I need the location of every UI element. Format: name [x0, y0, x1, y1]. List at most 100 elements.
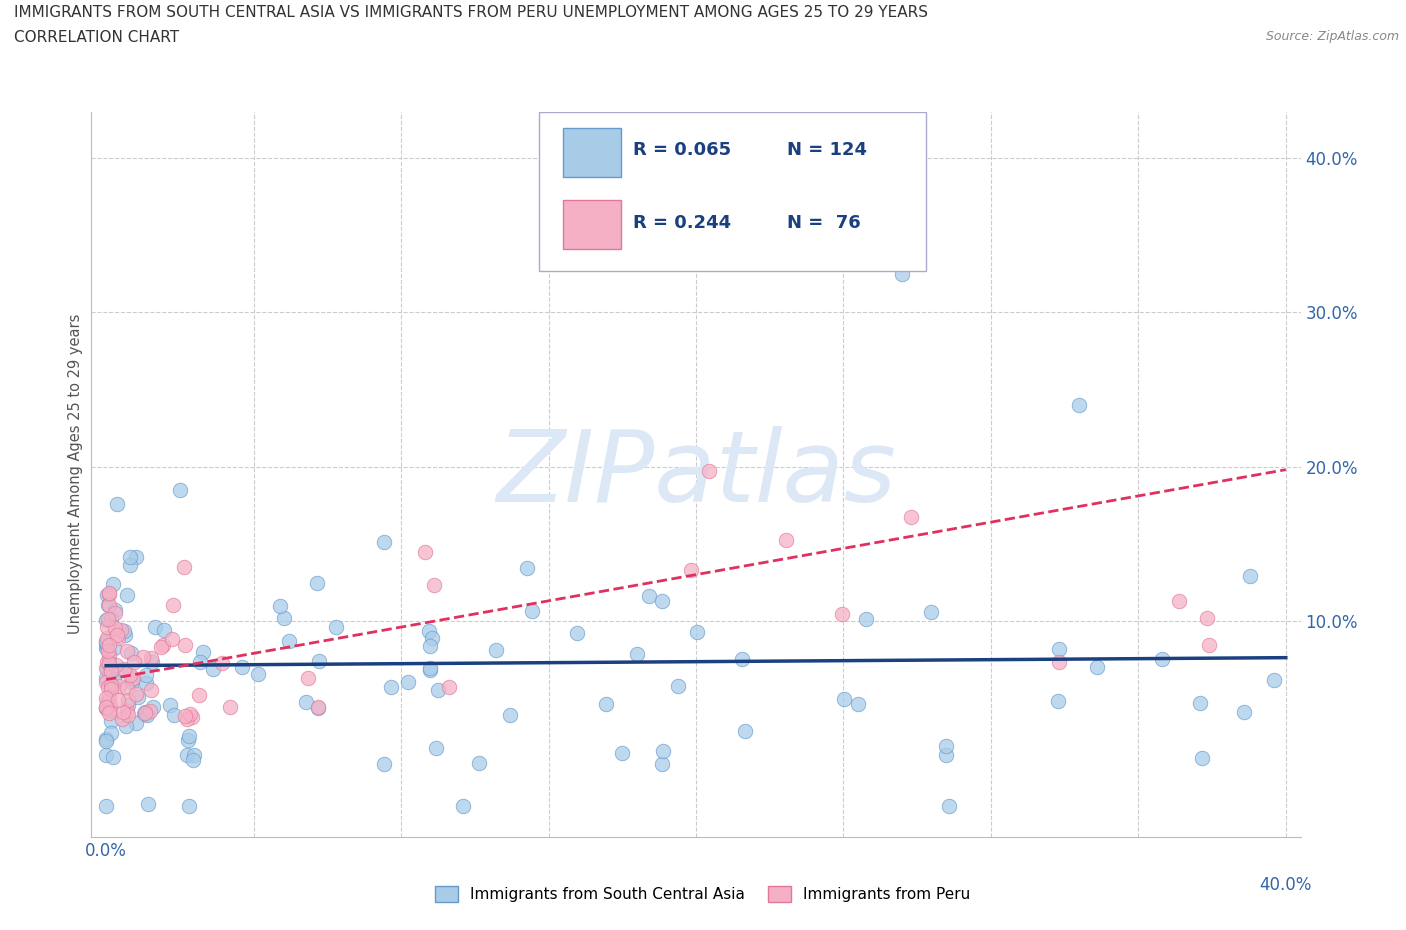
Point — [117, 708, 139, 723]
Point — [142, 699, 165, 714]
Point — [1188, 696, 1211, 711]
Point — [101, 750, 124, 764]
Point — [179, 706, 201, 721]
Point — [307, 699, 329, 714]
FancyBboxPatch shape — [538, 112, 925, 272]
Point — [135, 675, 157, 690]
Point — [103, 672, 125, 687]
Point — [638, 589, 661, 604]
Point — [176, 712, 198, 727]
Point — [451, 799, 474, 814]
Point — [117, 681, 139, 696]
Point — [610, 746, 633, 761]
Point — [96, 700, 118, 715]
Point — [94, 731, 117, 746]
Point — [179, 799, 201, 814]
Point — [422, 577, 444, 591]
Point — [96, 700, 118, 715]
Point — [1069, 397, 1091, 412]
Point — [1195, 610, 1218, 625]
Text: ZIPatlas: ZIPatlas — [496, 426, 896, 523]
Point — [891, 266, 914, 281]
Point — [124, 686, 146, 701]
Point — [181, 710, 204, 724]
Point — [153, 622, 176, 637]
Text: IMMIGRANTS FROM SOUTH CENTRAL ASIA VS IMMIGRANTS FROM PERU UNEMPLOYMENT AMONG AG: IMMIGRANTS FROM SOUTH CENTRAL ASIA VS IM… — [14, 5, 928, 20]
Y-axis label: Unemployment Among Ages 25 to 29 years: Unemployment Among Ages 25 to 29 years — [67, 314, 83, 634]
Point — [231, 659, 253, 674]
Point — [132, 650, 155, 665]
Point — [187, 688, 209, 703]
Point — [191, 644, 214, 659]
Point — [1233, 705, 1256, 720]
Point — [112, 623, 135, 638]
Point — [107, 631, 129, 645]
Point — [139, 683, 162, 698]
Point — [420, 631, 443, 645]
Point — [935, 738, 957, 753]
Point — [121, 671, 143, 686]
Point — [307, 576, 329, 591]
Point — [97, 690, 120, 705]
Point — [125, 715, 148, 730]
Point — [396, 675, 419, 690]
Point — [136, 708, 159, 723]
Point — [325, 619, 347, 634]
Point — [295, 695, 318, 710]
Point — [117, 692, 139, 707]
Point — [516, 561, 538, 576]
Point — [96, 631, 118, 646]
Point — [139, 703, 162, 718]
Point — [1198, 638, 1220, 653]
Text: 40.0%: 40.0% — [1260, 875, 1312, 894]
Point — [96, 612, 118, 627]
Point — [1150, 652, 1173, 667]
Point — [174, 638, 197, 653]
Point — [101, 679, 124, 694]
Point — [96, 619, 118, 634]
Point — [97, 597, 120, 612]
Point — [425, 740, 447, 755]
Point — [831, 606, 853, 621]
Point — [100, 725, 122, 740]
Point — [1047, 642, 1070, 657]
Legend: Immigrants from South Central Asia, Immigrants from Peru: Immigrants from South Central Asia, Immi… — [429, 880, 977, 909]
Point — [97, 611, 120, 626]
Point — [100, 677, 122, 692]
Point — [96, 674, 118, 689]
Point — [115, 718, 138, 733]
Point — [437, 679, 460, 694]
Point — [117, 703, 139, 718]
Point — [138, 796, 160, 811]
Point — [94, 699, 117, 714]
Point — [103, 605, 125, 620]
Point — [118, 550, 141, 565]
Point — [98, 637, 121, 652]
Point — [98, 585, 121, 600]
Point — [104, 603, 127, 618]
Point — [651, 756, 673, 771]
Point — [775, 533, 797, 548]
Point — [97, 598, 120, 613]
Point — [100, 663, 122, 678]
Point — [118, 557, 141, 572]
Point — [269, 598, 291, 613]
Point — [651, 743, 673, 758]
Point — [188, 655, 211, 670]
Point — [100, 611, 122, 626]
Point — [98, 702, 121, 717]
Point — [105, 497, 128, 512]
Point — [426, 683, 449, 698]
Point — [163, 708, 186, 723]
Point — [419, 662, 441, 677]
Point — [96, 671, 118, 685]
Point — [418, 624, 440, 639]
Point — [1047, 655, 1070, 670]
Point — [419, 660, 441, 675]
Point — [697, 464, 720, 479]
Point — [118, 668, 141, 683]
Text: N =  76: N = 76 — [786, 214, 860, 232]
Point — [935, 747, 957, 762]
Point — [183, 748, 205, 763]
Point — [96, 733, 118, 748]
